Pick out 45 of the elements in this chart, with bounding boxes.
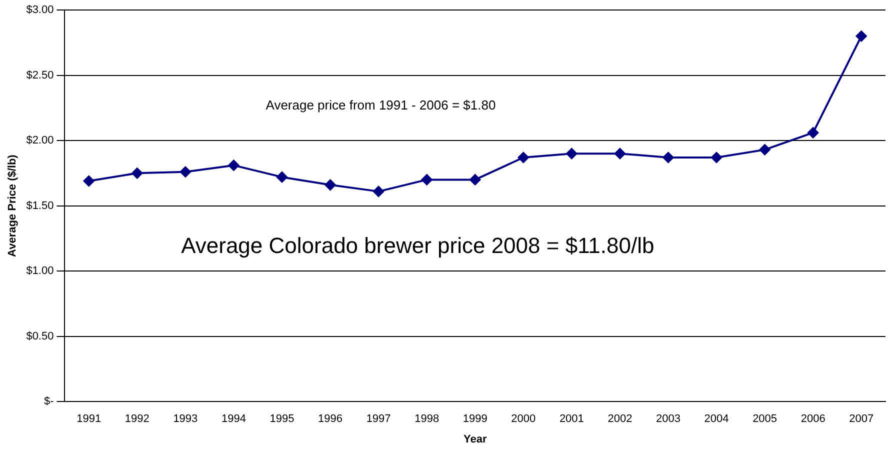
x-tick-label: 1992 (124, 413, 150, 426)
point (228, 160, 240, 171)
x-tick-label: 1994 (221, 413, 246, 426)
y-tick-label: $2.00 (26, 134, 54, 147)
annotation: Average Colorado brewer price 2008 = $11.80/lb (181, 232, 654, 258)
point (83, 176, 94, 186)
x-tick-label: 2003 (656, 413, 680, 426)
x-tick-label: 1996 (318, 413, 343, 426)
y-tick-label: $0.50 (26, 330, 54, 342)
x-tick-label: 2004 (704, 413, 729, 426)
point (324, 179, 336, 190)
x-tick-label: 1993 (173, 413, 198, 426)
x-tick-label: 1991 (76, 413, 102, 426)
x-tick-label: 1999 (462, 413, 488, 426)
x-tick-label: 2000 (511, 413, 536, 426)
y-tick-label: $3.00 (26, 4, 54, 16)
y-tick-label: $1.50 (26, 200, 54, 212)
point (276, 172, 288, 183)
point (373, 186, 384, 197)
y-tick-label: $- (44, 396, 54, 408)
point (759, 144, 770, 156)
point (711, 152, 722, 164)
x-tick-label: 2007 (849, 413, 874, 426)
x-tick-label: 1995 (270, 413, 294, 426)
x-tick-label: 1997 (366, 413, 391, 426)
y-tick-label: $1.00 (26, 265, 54, 278)
point (662, 152, 674, 164)
point (566, 148, 578, 160)
annotation: Average price from 1991 - 2006 = $1.80 (266, 98, 496, 113)
x-axis-title: Year (463, 433, 488, 446)
x-tick-label: 1998 (414, 413, 440, 426)
point (132, 168, 143, 179)
x-tick-label: 2002 (608, 413, 632, 426)
point (518, 152, 529, 164)
x-tick-label: 2006 (800, 413, 826, 426)
y-tick-label: $2.50 (26, 69, 54, 82)
x-tick-label: 2001 (559, 413, 584, 426)
point (470, 174, 481, 186)
point (421, 174, 432, 186)
point (856, 30, 867, 42)
point (808, 127, 819, 138)
x-tick-label: 2005 (752, 413, 778, 426)
point (614, 148, 626, 160)
point (180, 166, 191, 178)
y-axis-title: Average Price ($/lb) (6, 154, 19, 257)
